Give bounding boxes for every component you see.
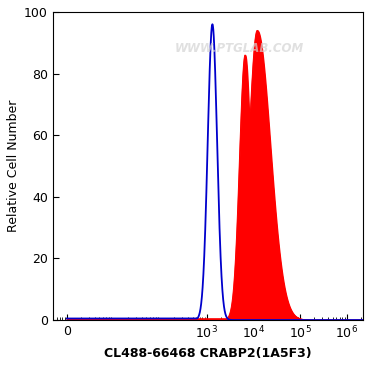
Y-axis label: Relative Cell Number: Relative Cell Number — [7, 100, 20, 232]
X-axis label: CL488-66468 CRABP2(1A5F3): CL488-66468 CRABP2(1A5F3) — [104, 347, 312, 360]
Text: WWW.PTGLAB.COM: WWW.PTGLAB.COM — [174, 43, 304, 55]
